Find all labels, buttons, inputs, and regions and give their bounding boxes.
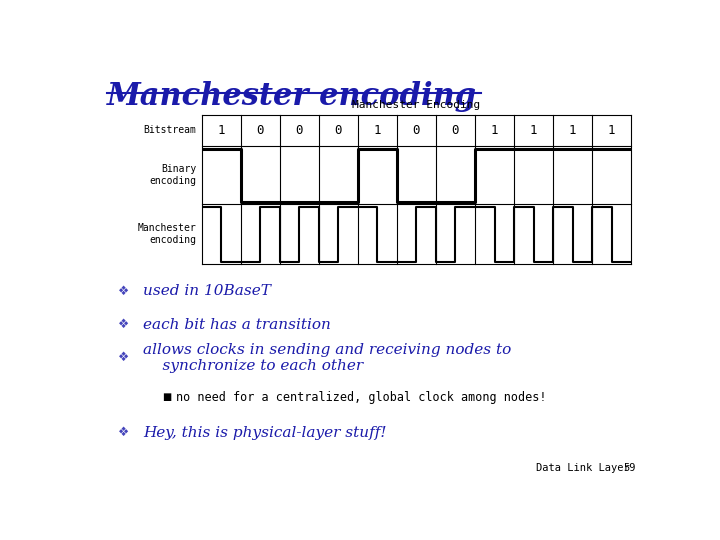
Text: Manchester encoding: Manchester encoding	[107, 82, 477, 112]
Text: Bitstream: Bitstream	[143, 125, 196, 136]
Text: Binary
encoding: Binary encoding	[149, 164, 196, 186]
Text: Manchester Encoding: Manchester Encoding	[352, 100, 480, 110]
Text: ❖: ❖	[118, 352, 129, 365]
Text: used in 10BaseT: used in 10BaseT	[143, 285, 271, 299]
Text: Data Link Layer: Data Link Layer	[536, 463, 630, 473]
Text: ❖: ❖	[118, 285, 129, 298]
Text: ❖: ❖	[118, 426, 129, 439]
Text: Hey, this is physical-layer stuff!: Hey, this is physical-layer stuff!	[143, 426, 387, 440]
Text: 0: 0	[451, 124, 459, 137]
Text: 1: 1	[217, 124, 225, 137]
Text: 0: 0	[413, 124, 420, 137]
Text: 1: 1	[530, 124, 537, 137]
Text: 59: 59	[623, 463, 635, 473]
Text: ❖: ❖	[118, 318, 129, 331]
Text: 1: 1	[608, 124, 616, 137]
Text: 0: 0	[335, 124, 342, 137]
Text: 1: 1	[569, 124, 577, 137]
Text: no need for a centralized, global clock among nodes!: no need for a centralized, global clock …	[176, 391, 547, 404]
Text: allows clocks in sending and receiving nodes to
    synchronize to each other: allows clocks in sending and receiving n…	[143, 343, 511, 373]
Text: ■: ■	[163, 393, 172, 402]
Text: 1: 1	[491, 124, 498, 137]
Text: 1: 1	[374, 124, 381, 137]
Text: Manchester
encoding: Manchester encoding	[138, 224, 196, 245]
Text: 0: 0	[256, 124, 264, 137]
Text: each bit has a transition: each bit has a transition	[143, 318, 331, 332]
Text: 0: 0	[295, 124, 303, 137]
